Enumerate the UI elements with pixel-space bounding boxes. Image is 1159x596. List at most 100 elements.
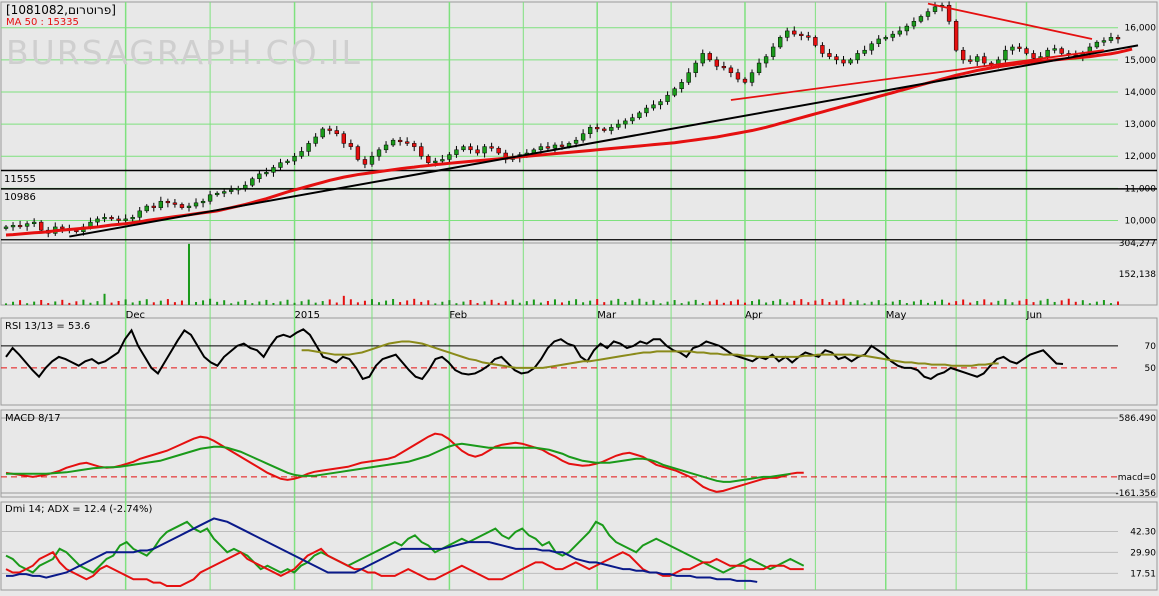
macd-series-macd xyxy=(5,432,804,493)
volume-bar xyxy=(504,301,507,305)
price-tick-label: 14,000 xyxy=(1125,88,1157,98)
dmi-tick-label: 17.51 xyxy=(1130,569,1156,579)
volume-bar xyxy=(772,300,775,305)
volume-bar xyxy=(180,300,183,305)
candle-body xyxy=(179,204,185,208)
candle-body xyxy=(1024,48,1029,54)
volume-bar xyxy=(645,301,648,305)
volume-bar xyxy=(1039,300,1042,305)
volume-bar xyxy=(659,303,662,305)
candle-body xyxy=(489,146,494,149)
volume-bar xyxy=(835,300,838,305)
candle-body xyxy=(693,62,698,73)
candle-body xyxy=(538,146,544,151)
candle-body xyxy=(60,226,65,229)
rsi-panel: 70 50 xyxy=(1,328,1157,381)
volume-bar xyxy=(265,299,268,305)
candle-body xyxy=(918,16,924,22)
volume-bar xyxy=(455,303,458,305)
volume-bar xyxy=(758,299,761,305)
volume-bar xyxy=(82,299,85,305)
volume-bar xyxy=(1011,302,1014,305)
volume-bar xyxy=(518,302,521,305)
candle-body xyxy=(397,139,403,143)
candle-body xyxy=(496,147,501,154)
candle-body xyxy=(869,43,874,51)
volume-bar xyxy=(722,302,725,305)
volume-bar xyxy=(363,300,366,305)
candle-body xyxy=(834,56,839,61)
volume-bar xyxy=(335,302,338,305)
volume-bar xyxy=(187,243,190,305)
candle-body xyxy=(587,127,593,134)
candle-body xyxy=(39,221,44,231)
volume-bar xyxy=(701,302,704,305)
volume-bar xyxy=(33,301,36,305)
candle-body xyxy=(306,143,311,152)
volume-bar xyxy=(990,302,993,305)
candle-body xyxy=(721,66,727,69)
candle-body xyxy=(144,205,149,212)
candle-body xyxy=(383,144,389,151)
candle-body xyxy=(904,25,910,32)
volume-bar xyxy=(1004,299,1007,305)
rsi-tick-label: 70 xyxy=(1145,342,1157,352)
volume-bar xyxy=(40,299,43,305)
volume-bar xyxy=(694,299,697,305)
candle-body xyxy=(355,146,361,160)
volume-bar xyxy=(596,299,599,305)
volume-bar xyxy=(652,300,655,305)
candle-body xyxy=(461,146,466,151)
volume-bar xyxy=(1074,301,1077,305)
volume-bar xyxy=(145,299,148,305)
volume-bar xyxy=(195,301,198,305)
volume-bar xyxy=(448,300,451,305)
rsi-tick-label: 50 xyxy=(1145,364,1157,374)
volume-bar xyxy=(138,300,141,305)
candle-body xyxy=(454,149,459,155)
volume-bar xyxy=(779,299,782,305)
candle-body xyxy=(426,155,431,163)
month-label: Mar xyxy=(597,310,617,321)
volume-bar xyxy=(786,302,789,305)
volume-bar xyxy=(166,299,169,305)
volume-bar xyxy=(941,299,944,305)
candle-body xyxy=(200,200,206,204)
volume-bar xyxy=(378,302,381,305)
volume-bar xyxy=(462,301,465,305)
volume-bar xyxy=(286,299,289,305)
candle-body xyxy=(257,173,262,179)
candle-body xyxy=(165,200,171,204)
volume-bar xyxy=(216,301,219,305)
volume-bar xyxy=(793,300,796,305)
candle-body xyxy=(820,45,825,54)
volume-bar xyxy=(849,301,852,305)
volume-bar xyxy=(955,301,958,305)
candle-body xyxy=(637,112,642,118)
candle-body xyxy=(404,141,410,144)
panel-frame-dmi xyxy=(0,501,1158,591)
candle-body xyxy=(953,21,959,51)
candle-body xyxy=(651,104,656,109)
candle-body xyxy=(876,38,881,45)
candle-body xyxy=(728,67,734,73)
volume-bar xyxy=(251,303,254,305)
volume-bar xyxy=(476,303,479,305)
volume-bar xyxy=(385,300,388,305)
candle-body xyxy=(616,123,621,128)
price-tick-label: 10,000 xyxy=(1125,217,1157,227)
volume-bar xyxy=(828,302,831,305)
volume-bar xyxy=(223,300,226,305)
volume-bar xyxy=(1053,301,1056,305)
candle-body xyxy=(644,107,649,114)
candle-body xyxy=(982,56,987,64)
volume-bar xyxy=(272,302,275,305)
candle-body xyxy=(447,154,452,160)
price-tick-label: 13,000 xyxy=(1125,120,1157,130)
volume-bar xyxy=(891,301,894,305)
volume-bar xyxy=(1018,300,1021,305)
candle-body xyxy=(299,151,304,157)
candle-body xyxy=(700,53,705,64)
volume-bar xyxy=(715,299,718,305)
